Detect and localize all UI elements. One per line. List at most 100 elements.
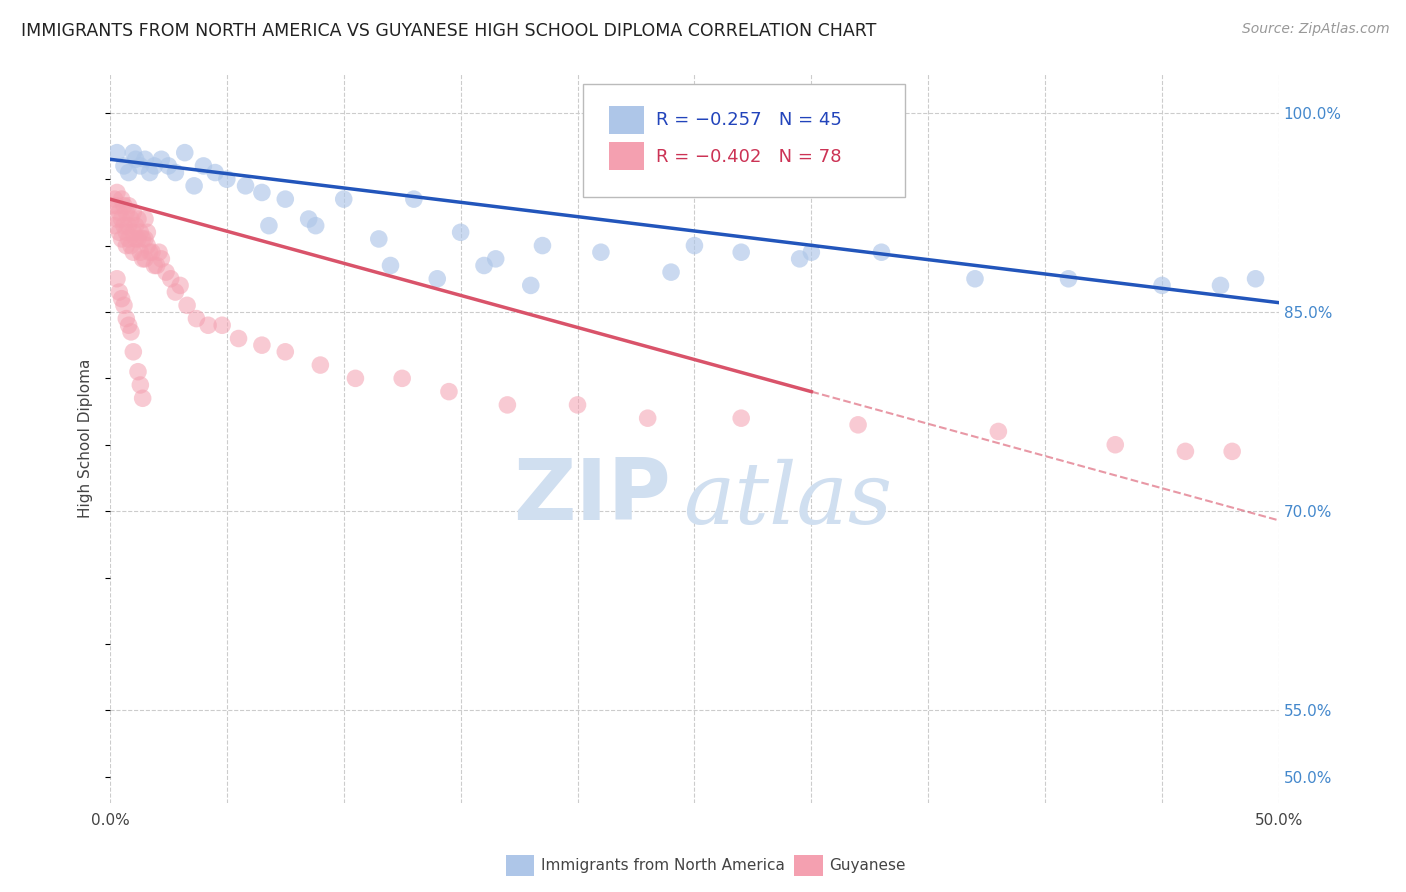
- Point: [1209, 278, 1232, 293]
- Point: [134, 212, 156, 227]
- Point: [117, 165, 139, 179]
- Point: [138, 245, 160, 260]
- Point: [159, 272, 181, 286]
- Y-axis label: High School Diploma: High School Diploma: [79, 359, 93, 517]
- Point: [150, 153, 173, 167]
- Point: [117, 199, 139, 213]
- Point: [108, 285, 131, 299]
- Point: [129, 245, 152, 260]
- Point: [122, 145, 145, 160]
- Point: [127, 365, 149, 379]
- Point: [870, 245, 893, 260]
- Point: [120, 325, 142, 339]
- Point: [1057, 272, 1080, 286]
- Point: [437, 384, 460, 399]
- Point: [520, 278, 543, 293]
- Point: [589, 245, 612, 260]
- Point: [104, 192, 127, 206]
- Point: [145, 259, 167, 273]
- Point: [120, 212, 142, 227]
- Point: [105, 199, 128, 213]
- Point: [105, 186, 128, 200]
- Point: [112, 159, 135, 173]
- Point: [274, 344, 297, 359]
- Point: [637, 411, 659, 425]
- Point: [150, 252, 173, 266]
- Point: [105, 145, 128, 160]
- Point: [450, 225, 472, 239]
- Point: [367, 232, 389, 246]
- Point: [129, 378, 152, 392]
- Point: [183, 178, 205, 193]
- Point: [426, 272, 449, 286]
- Point: [105, 212, 128, 227]
- Point: [122, 344, 145, 359]
- Point: [141, 245, 163, 260]
- Point: [250, 186, 273, 200]
- Point: [402, 192, 425, 206]
- Point: [101, 199, 124, 213]
- Point: [485, 252, 508, 266]
- Point: [193, 159, 215, 173]
- Point: [117, 318, 139, 333]
- Point: [122, 225, 145, 239]
- FancyBboxPatch shape: [583, 84, 905, 197]
- Point: [165, 285, 187, 299]
- Text: R = −0.257   N = 45: R = −0.257 N = 45: [655, 112, 842, 129]
- Point: [122, 245, 145, 260]
- Point: [143, 259, 166, 273]
- Point: [531, 238, 554, 252]
- Point: [380, 259, 402, 273]
- Point: [127, 212, 149, 227]
- Point: [124, 219, 146, 233]
- Point: [659, 265, 682, 279]
- Point: [215, 172, 238, 186]
- Point: [157, 159, 180, 173]
- Point: [472, 259, 495, 273]
- Point: [122, 205, 145, 219]
- Text: ZIP: ZIP: [513, 455, 671, 538]
- Point: [108, 205, 131, 219]
- Point: [309, 358, 332, 372]
- Point: [846, 417, 869, 432]
- Point: [197, 318, 219, 333]
- Point: [112, 219, 135, 233]
- Point: [134, 252, 156, 266]
- Point: [1244, 272, 1267, 286]
- Point: [124, 232, 146, 246]
- Point: [228, 332, 250, 346]
- Point: [129, 159, 152, 173]
- Point: [391, 371, 413, 385]
- Point: [257, 219, 280, 233]
- Text: Guyanese: Guyanese: [830, 858, 905, 872]
- Point: [111, 232, 134, 246]
- FancyBboxPatch shape: [609, 143, 644, 170]
- Point: [169, 278, 191, 293]
- Point: [111, 292, 134, 306]
- Point: [117, 219, 139, 233]
- Point: [274, 192, 297, 206]
- Point: [115, 205, 138, 219]
- Point: [136, 238, 159, 252]
- Point: [298, 212, 321, 227]
- Point: [204, 165, 226, 179]
- Point: [115, 225, 138, 239]
- Point: [143, 159, 166, 173]
- Point: [112, 298, 135, 312]
- Point: [186, 311, 208, 326]
- Point: [730, 245, 752, 260]
- Point: [120, 238, 142, 252]
- Point: [730, 411, 752, 425]
- Point: [131, 232, 153, 246]
- Point: [250, 338, 273, 352]
- Point: [165, 165, 187, 179]
- Point: [344, 371, 367, 385]
- Point: [789, 252, 811, 266]
- Text: Immigrants from North America: Immigrants from North America: [541, 858, 785, 872]
- Point: [155, 265, 177, 279]
- Text: atlas: atlas: [683, 458, 891, 541]
- Point: [129, 225, 152, 239]
- Text: IMMIGRANTS FROM NORTH AMERICA VS GUYANESE HIGH SCHOOL DIPLOMA CORRELATION CHART: IMMIGRANTS FROM NORTH AMERICA VS GUYANES…: [21, 22, 876, 40]
- Point: [127, 232, 149, 246]
- Point: [332, 192, 354, 206]
